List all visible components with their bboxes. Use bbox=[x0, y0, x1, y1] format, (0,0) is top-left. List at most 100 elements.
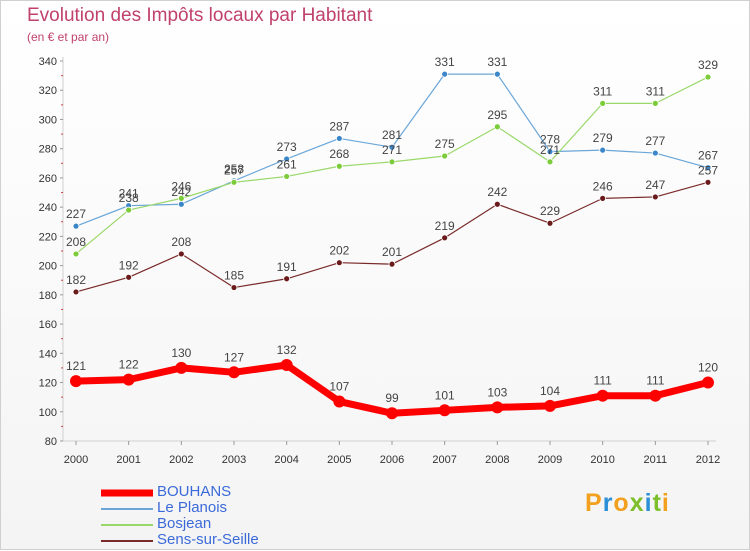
data-label-bosjean: 329 bbox=[698, 58, 718, 72]
logo-letter: o bbox=[613, 489, 630, 517]
data-label-bouhans: 103 bbox=[487, 385, 507, 399]
data-label-bouhans: 104 bbox=[540, 384, 560, 398]
data-point-le-planois bbox=[546, 148, 554, 156]
x-tick-label: 2006 bbox=[380, 454, 404, 466]
data-point-bouhans bbox=[438, 404, 451, 417]
data-point-le-planois bbox=[704, 164, 712, 172]
data-point-sens-sur-seille bbox=[704, 178, 712, 186]
data-point-bosjean bbox=[230, 178, 238, 186]
data-point-sens-sur-seille bbox=[546, 219, 554, 227]
data-point-bouhans bbox=[649, 389, 662, 402]
data-point-sens-sur-seille bbox=[599, 194, 607, 202]
legend-label: Le Planois bbox=[157, 499, 228, 516]
data-point-bosjean bbox=[388, 158, 396, 166]
series-line-bouhans bbox=[72, 361, 712, 417]
data-point-bouhans bbox=[228, 366, 240, 379]
y-tick-label: 180 bbox=[39, 290, 57, 302]
y-tick-label: 240 bbox=[39, 202, 57, 214]
y-tick-label: 280 bbox=[39, 144, 57, 156]
data-point-sens-sur-seille bbox=[651, 193, 659, 201]
logo-letter: r bbox=[602, 489, 614, 517]
data-label-le-planois: 281 bbox=[382, 128, 402, 142]
x-tick-label: 2009 bbox=[538, 454, 562, 466]
data-point-bosjean bbox=[335, 162, 343, 170]
data-point-le-planois bbox=[72, 222, 80, 230]
chart-title: Evolution des Impôts locaux par Habitant bbox=[27, 5, 373, 26]
data-label-sens-sur-seille: 191 bbox=[277, 260, 297, 274]
data-label-bosjean: 268 bbox=[329, 147, 349, 161]
data-label-le-planois: 331 bbox=[487, 55, 507, 69]
data-point-bosjean bbox=[651, 99, 659, 107]
data-point-bouhans bbox=[280, 359, 293, 371]
data-point-le-planois bbox=[388, 143, 396, 151]
data-point-bosjean bbox=[493, 123, 501, 131]
x-tick-label: 2001 bbox=[116, 454, 140, 466]
data-label-bouhans: 120 bbox=[698, 361, 718, 375]
data-point-bouhans bbox=[544, 399, 556, 412]
data-label-sens-sur-seille: 192 bbox=[119, 258, 139, 272]
legend-label: BOUHANS bbox=[157, 483, 232, 500]
data-label-le-planois: 258 bbox=[224, 162, 244, 176]
x-tick-label: 2010 bbox=[590, 454, 614, 466]
data-label-bouhans: 132 bbox=[277, 343, 297, 357]
logo-letter: i bbox=[661, 489, 670, 517]
data-label-le-planois: 287 bbox=[329, 119, 349, 133]
data-label-sens-sur-seille: 247 bbox=[645, 178, 665, 192]
data-label-le-planois: 227 bbox=[66, 207, 86, 221]
data-point-bouhans bbox=[70, 375, 82, 388]
logo-letter: i bbox=[644, 489, 653, 517]
data-label-bouhans: 107 bbox=[329, 380, 349, 394]
x-tick-label: 2002 bbox=[169, 454, 193, 466]
data-label-bosjean: 275 bbox=[435, 137, 455, 151]
data-label-bouhans: 99 bbox=[385, 391, 399, 405]
data-label-sens-sur-seille: 242 bbox=[487, 185, 507, 199]
data-label-bouhans: 130 bbox=[171, 346, 191, 360]
data-point-bosjean bbox=[441, 152, 449, 160]
y-tick-label: 80 bbox=[45, 436, 57, 448]
data-label-bosjean: 257 bbox=[224, 163, 244, 177]
data-label-sens-sur-seille: 246 bbox=[593, 179, 613, 193]
data-point-bouhans bbox=[596, 389, 609, 402]
x-tick-label: 2007 bbox=[432, 454, 456, 466]
data-label-le-planois: 241 bbox=[119, 187, 139, 201]
data-label-bosjean: 208 bbox=[66, 235, 86, 249]
logo-letter: t bbox=[652, 489, 662, 517]
legend-label: Sens-sur-Seille bbox=[157, 531, 259, 548]
data-point-bosjean bbox=[546, 158, 554, 166]
data-label-sens-sur-seille: 202 bbox=[329, 244, 349, 258]
data-label-sens-sur-seille: 219 bbox=[435, 219, 455, 233]
data-label-le-planois: 279 bbox=[593, 131, 613, 145]
data-point-sens-sur-seille bbox=[72, 288, 80, 296]
x-tick-label: 2011 bbox=[644, 454, 668, 466]
legend-label: Bosjean bbox=[157, 515, 212, 532]
data-label-bouhans: 127 bbox=[224, 350, 244, 364]
data-point-le-planois bbox=[441, 70, 449, 78]
data-point-sens-sur-seille bbox=[441, 234, 449, 242]
data-point-bosjean bbox=[72, 250, 80, 258]
data-point-bosjean bbox=[283, 173, 291, 180]
chart-subtitle: (en € et par an) bbox=[27, 30, 110, 44]
logo-letter: x bbox=[629, 489, 645, 517]
data-label-bouhans: 111 bbox=[646, 374, 665, 388]
data-label-bouhans: 122 bbox=[119, 358, 139, 372]
data-label-bosjean: 246 bbox=[171, 179, 191, 193]
proxiti-logo: Proxiti bbox=[585, 489, 670, 518]
data-label-bosjean: 238 bbox=[119, 191, 139, 205]
legend-swatch bbox=[101, 489, 153, 497]
data-point-bouhans bbox=[702, 376, 714, 389]
y-tick-label: 100 bbox=[39, 407, 57, 419]
data-point-sens-sur-seille bbox=[125, 273, 133, 281]
data-label-bosjean: 295 bbox=[487, 108, 507, 122]
data-label-sens-sur-seille: 185 bbox=[224, 269, 244, 283]
data-point-sens-sur-seille bbox=[177, 250, 185, 258]
data-point-bouhans bbox=[122, 373, 135, 386]
data-label-sens-sur-seille: 229 bbox=[540, 204, 560, 218]
y-tick-label: 120 bbox=[39, 378, 57, 390]
data-label-le-planois: 278 bbox=[540, 133, 560, 147]
data-point-sens-sur-seille bbox=[388, 260, 396, 268]
x-tick-label: 2005 bbox=[327, 454, 351, 466]
y-tick-label: 220 bbox=[39, 231, 57, 243]
data-point-sens-sur-seille bbox=[493, 200, 501, 208]
